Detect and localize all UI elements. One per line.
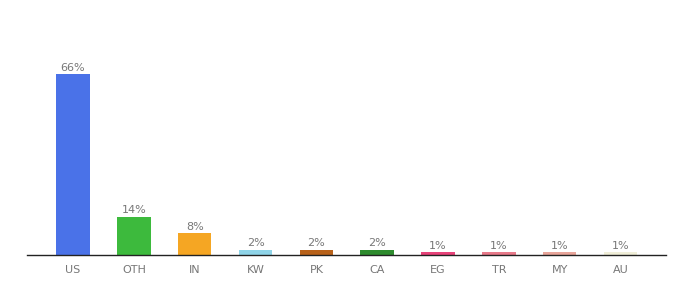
Text: 2%: 2% bbox=[369, 238, 386, 248]
Bar bbox=[360, 250, 394, 255]
Bar bbox=[239, 250, 272, 255]
Text: 1%: 1% bbox=[429, 241, 447, 251]
Text: 1%: 1% bbox=[612, 241, 630, 251]
Text: 2%: 2% bbox=[307, 238, 325, 248]
Text: 66%: 66% bbox=[61, 63, 85, 73]
Bar bbox=[56, 74, 90, 255]
Bar bbox=[604, 252, 637, 255]
Text: 1%: 1% bbox=[551, 241, 568, 251]
Text: 2%: 2% bbox=[247, 238, 265, 248]
Text: 14%: 14% bbox=[122, 205, 146, 215]
Bar bbox=[543, 252, 577, 255]
Bar bbox=[117, 217, 150, 255]
Text: 1%: 1% bbox=[490, 241, 508, 251]
Bar bbox=[482, 252, 515, 255]
Bar bbox=[422, 252, 455, 255]
Text: 8%: 8% bbox=[186, 222, 203, 232]
Bar bbox=[178, 233, 211, 255]
Bar bbox=[300, 250, 333, 255]
